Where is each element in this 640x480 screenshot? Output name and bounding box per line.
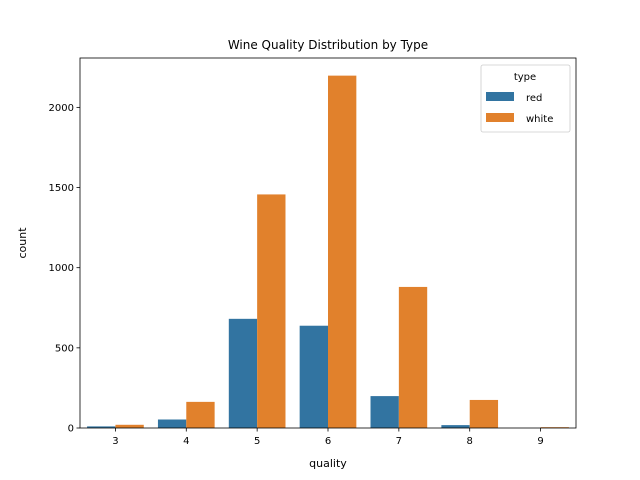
bar-red-3 (87, 426, 116, 428)
x-tick-label-4: 4 (183, 436, 189, 447)
bar-red-6 (299, 325, 328, 428)
y-tick-label-2000: 2000 (49, 103, 74, 114)
bar-white-7 (398, 286, 428, 428)
x-axis: 3 4 5 6 7 8 9 (112, 428, 544, 447)
bars (87, 75, 569, 429)
y-axis-label: count (16, 227, 29, 259)
legend-label-red: red (526, 93, 542, 104)
bar-white-3 (115, 424, 144, 428)
y-tick-label-1000: 1000 (49, 263, 74, 274)
bar-white-8 (469, 399, 499, 428)
bar-white-9 (540, 427, 569, 428)
bar-white-4 (186, 401, 215, 428)
legend-title: type (514, 72, 536, 83)
legend-swatch-white (486, 113, 514, 122)
x-tick-label-7: 7 (396, 436, 402, 447)
y-tick-label-500: 500 (55, 343, 74, 354)
x-tick-label-3: 3 (112, 436, 118, 447)
x-tick-label-5: 5 (254, 436, 260, 447)
bar-red-8 (441, 425, 470, 428)
x-tick-label-9: 9 (537, 436, 543, 447)
legend-swatch-red (486, 92, 514, 101)
bar-red-5 (228, 318, 258, 428)
x-tick-label-6: 6 (325, 436, 331, 447)
legend-label-white: white (526, 114, 553, 125)
plot-frame (79, 57, 577, 429)
y-axis: 0 500 1000 1500 2000 (49, 103, 80, 435)
y-tick-label-1500: 1500 (49, 183, 74, 194)
bar-red-7 (370, 396, 399, 428)
x-axis-label: quality (309, 457, 347, 470)
bar-white-5 (257, 194, 286, 428)
bar-white-6 (328, 75, 357, 429)
chart-title: Wine Quality Distribution by Type (228, 38, 428, 52)
bar-red-4 (157, 419, 187, 428)
y-tick-label-0: 0 (68, 424, 74, 435)
legend: type red white (480, 64, 571, 133)
x-tick-label-8: 8 (467, 436, 473, 447)
